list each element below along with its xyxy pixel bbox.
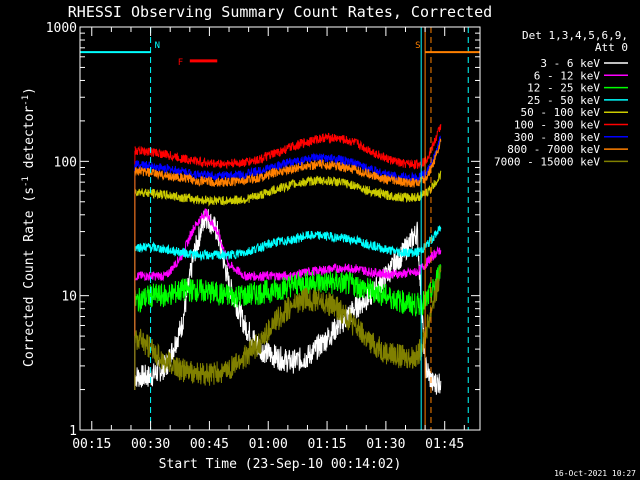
flare-label: F <box>178 58 183 68</box>
y-tick-label: 10 <box>61 290 77 305</box>
y-axis-label: Corrected Count Rate (s-1 detector-1) <box>21 87 37 367</box>
legend-header-attenuator: Att 0 <box>595 41 628 54</box>
series-line-2 <box>134 263 442 317</box>
series-line-5 <box>134 124 442 170</box>
legend-label-4: 50 - 100 keV <box>521 106 601 119</box>
plot-area: N S F <box>80 27 480 430</box>
y-tick-label: 100 <box>54 155 77 170</box>
x-tick-label: 01:00 <box>249 437 288 452</box>
x-tick-label: 00:30 <box>131 437 170 452</box>
x-tick-label: 00:45 <box>190 437 229 452</box>
series-line-6 <box>134 135 442 184</box>
legend-header-detectors: Det 1,3,4,5,6,9, <box>522 29 628 42</box>
y-axis-label-main: Corrected Count Rate (s <box>22 187 37 367</box>
legend-label-7: 800 - 7000 keV <box>507 143 600 156</box>
legend-label-0: 3 - 6 keV <box>540 57 600 70</box>
legend-label-3: 25 - 50 keV <box>527 94 600 107</box>
series-line-3 <box>134 225 442 262</box>
axes: 1 10 100 1000 00:15 00:30 00:45 01:00 01:15 01:30… <box>46 21 481 452</box>
y-axis-label-sup2: -1 <box>21 95 31 106</box>
legend-label-1: 6 - 12 keV <box>534 69 601 82</box>
y-tick-label: 1000 <box>46 21 77 36</box>
x-axis-label: Start Time (23-Sep-10 00:14:02) <box>159 457 402 472</box>
y-axis-label-end: ) <box>22 87 37 95</box>
y-axis-label-mid: detector <box>22 106 37 177</box>
series-line-7 <box>134 138 442 188</box>
footer-timestamp: 16-Oct-2021 10:27 <box>554 469 636 478</box>
legend-label-2: 12 - 25 keV <box>527 82 600 95</box>
series-line-4 <box>134 170 442 207</box>
x-tick-label: 01:30 <box>366 437 405 452</box>
plot-frame <box>79 26 481 431</box>
legend-label-5: 100 - 300 keV <box>514 119 600 132</box>
x-tick-label: 01:45 <box>425 437 464 452</box>
chart-title: RHESSI Observing Summary Count Rates, Co… <box>68 3 492 21</box>
x-tick-label: 00:15 <box>72 437 111 452</box>
x-tick-label: 01:15 <box>307 437 346 452</box>
y-tick-label: 1 <box>69 424 77 439</box>
legend-label-6: 300 - 800 keV <box>514 131 600 144</box>
series-line-8 <box>134 265 442 386</box>
svg-text:Corrected Count Rate (s-1 dete: Corrected Count Rate (s-1 detector-1) <box>21 87 37 367</box>
legend-label-8: 7000 - 15000 keV <box>494 155 600 168</box>
y-axis-label-sup1: -1 <box>21 176 31 187</box>
flag-label-S: S <box>415 41 420 51</box>
flag-label-N: N <box>155 41 160 51</box>
